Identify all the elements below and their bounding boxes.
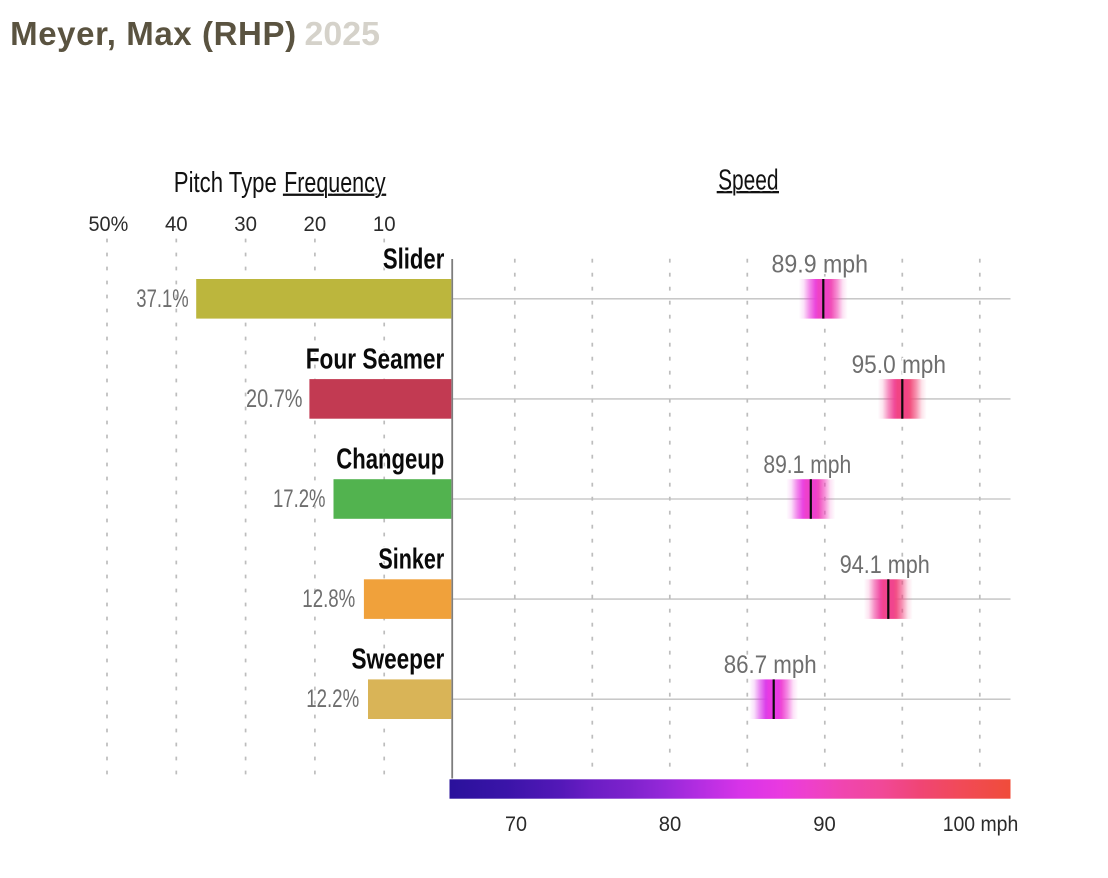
svg-text:70: 70: [505, 813, 527, 836]
svg-text:50%: 50%: [89, 213, 129, 236]
svg-text:89.1 mph: 89.1 mph: [763, 451, 851, 479]
svg-text:94.1 mph: 94.1 mph: [840, 551, 930, 579]
svg-text:Sinker: Sinker: [378, 544, 444, 576]
svg-text:37.1%: 37.1%: [136, 285, 188, 313]
svg-text:40: 40: [165, 213, 188, 236]
svg-text:89.9 mph: 89.9 mph: [772, 251, 869, 279]
svg-text:20: 20: [304, 213, 327, 236]
svg-text:Sweeper: Sweeper: [352, 644, 445, 676]
svg-text:Frequency: Frequency: [284, 166, 386, 198]
svg-text:86.7 mph: 86.7 mph: [724, 651, 817, 679]
svg-text:30: 30: [234, 213, 257, 236]
svg-text:80: 80: [659, 813, 682, 836]
svg-text:20.7%: 20.7%: [246, 385, 303, 413]
svg-text:Four Seamer: Four Seamer: [306, 343, 445, 375]
svg-text:10: 10: [373, 213, 396, 236]
svg-text:17.2%: 17.2%: [273, 485, 326, 513]
svg-text:100 mph: 100 mph: [943, 813, 1019, 836]
svg-text:Pitch Type: Pitch Type: [174, 166, 277, 198]
svg-text:12.2%: 12.2%: [306, 685, 359, 713]
svg-text:Slider: Slider: [383, 243, 444, 275]
svg-text:Changeup: Changeup: [336, 444, 444, 476]
svg-text:Speed: Speed: [718, 164, 778, 196]
svg-text:90: 90: [813, 813, 836, 836]
svg-text:2025: 2025: [305, 15, 381, 52]
svg-text:Meyer, Max (RHP): Meyer, Max (RHP): [10, 15, 296, 52]
svg-text:12.8%: 12.8%: [302, 585, 355, 613]
svg-text:95.0 mph: 95.0 mph: [852, 351, 946, 379]
